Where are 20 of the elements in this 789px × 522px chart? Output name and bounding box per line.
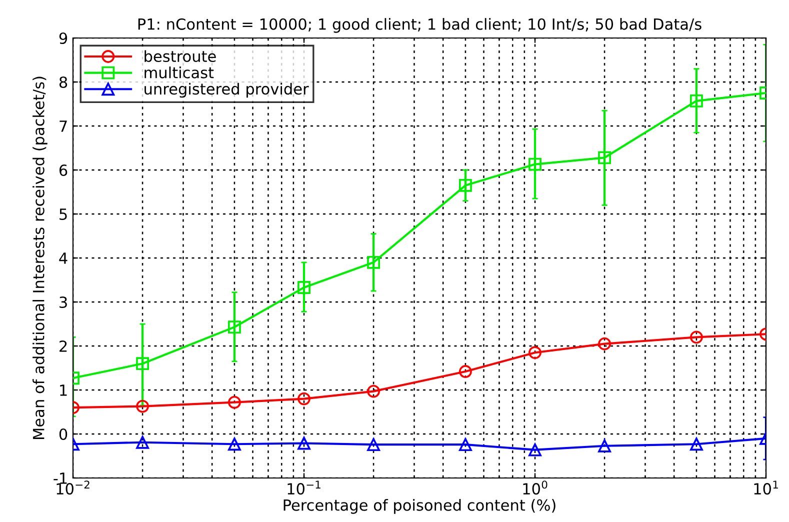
y-tick-label: 9 bbox=[59, 32, 68, 44]
y-tick-label: 7 bbox=[60, 120, 67, 132]
legend-label: bestroute bbox=[144, 50, 216, 62]
y-tick-label: 1 bbox=[60, 384, 67, 396]
y-tick-label: 2 bbox=[60, 340, 67, 352]
y-tick-label: 0 bbox=[59, 428, 68, 440]
y-tick-label: 4 bbox=[59, 252, 68, 264]
legend-label: multicast bbox=[144, 66, 214, 78]
legend-label: unregistered provider bbox=[144, 82, 309, 98]
y-tick-label: 8 bbox=[59, 76, 68, 88]
y-tick-label: 5 bbox=[60, 208, 67, 220]
y-tick-label: -1 bbox=[54, 472, 67, 484]
x-tick-label: 10$^{1}$ bbox=[754, 480, 778, 495]
y-tick-label: 3 bbox=[60, 296, 67, 308]
x-axis-title: Percentage of poisoned content (%) bbox=[284, 499, 556, 514]
x-tick-label: 10$^{0}$ bbox=[523, 480, 548, 495]
y-axis-title: Mean of additional Interests received (packet/s) bbox=[32, 76, 48, 440]
chart-title: P1: nContent = 10000; 1 good client; 1 bad client; 10 Int/s; 50 bad Data/s bbox=[138, 18, 702, 33]
x-tick-label: 10$^{−1}$ bbox=[288, 480, 320, 495]
y-tick-label: 6 bbox=[59, 164, 68, 176]
